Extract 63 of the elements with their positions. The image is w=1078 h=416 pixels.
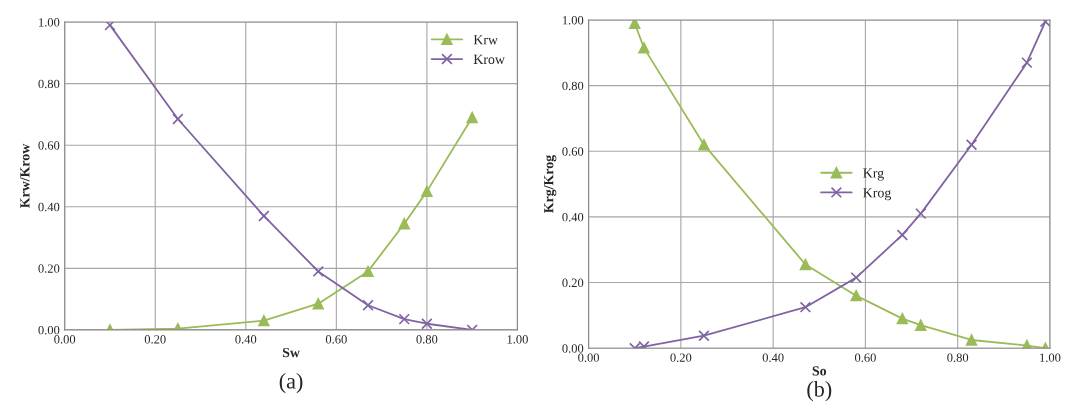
point bbox=[896, 312, 909, 325]
point bbox=[466, 111, 478, 124]
x-tick-label: 1.00 bbox=[507, 335, 528, 344]
point bbox=[965, 334, 978, 346]
x-tick-label: 0.40 bbox=[235, 335, 257, 344]
x-tick-label: 0.40 bbox=[762, 353, 784, 362]
y-tick-label: 0.40 bbox=[38, 202, 60, 212]
point bbox=[312, 298, 324, 310]
point bbox=[698, 330, 710, 342]
point bbox=[1039, 19, 1050, 28]
y-tick-label: 1.00 bbox=[562, 15, 584, 25]
y-tick-label: 0.20 bbox=[38, 264, 60, 273]
x-tick-label: 0.00 bbox=[578, 353, 600, 362]
y-tick-label: 0.20 bbox=[562, 278, 584, 288]
point bbox=[638, 42, 650, 54]
text: (b) bbox=[807, 381, 832, 402]
y-tick-label: 1.00 bbox=[39, 18, 60, 27]
y-axis-title: Krg/Krog bbox=[544, 155, 557, 214]
point bbox=[258, 314, 270, 327]
point bbox=[362, 299, 374, 311]
y-tick-label: 0.60 bbox=[562, 147, 584, 156]
legend-label: Krw bbox=[473, 35, 498, 45]
y-tick-label: 0.00 bbox=[562, 344, 584, 353]
x-axis-title: Sw bbox=[282, 347, 300, 358]
text: (a) bbox=[279, 372, 303, 394]
point bbox=[799, 258, 812, 271]
point bbox=[398, 313, 410, 325]
point bbox=[799, 301, 812, 313]
y-tick-label: 0.00 bbox=[38, 325, 60, 335]
legend-label: Krg bbox=[863, 168, 884, 181]
point bbox=[421, 185, 433, 198]
point bbox=[1021, 56, 1033, 69]
x-axis-title: So bbox=[812, 366, 827, 376]
point bbox=[850, 271, 862, 284]
x-tick-label: 1.00 bbox=[1040, 353, 1061, 362]
x-tick-label: 0.20 bbox=[144, 335, 166, 344]
point bbox=[896, 229, 909, 241]
point bbox=[965, 138, 978, 151]
point bbox=[362, 265, 374, 278]
x-tick-label: 0.80 bbox=[416, 335, 438, 344]
x-tick-label: 0.60 bbox=[325, 335, 347, 344]
point bbox=[850, 289, 862, 302]
point bbox=[172, 113, 184, 125]
point bbox=[258, 210, 270, 222]
y-axis-title: Krw/Krow bbox=[20, 143, 30, 209]
x-tick-label: 0.00 bbox=[54, 335, 76, 344]
legend-label: Krow bbox=[473, 54, 505, 65]
y-tick-label: 0.40 bbox=[562, 212, 584, 222]
x-tick-label: 0.60 bbox=[854, 353, 876, 362]
point bbox=[915, 207, 927, 220]
x-tick-label: 0.80 bbox=[947, 353, 969, 362]
y-tick-label: 0.80 bbox=[38, 79, 60, 89]
y-tick-label: 0.60 bbox=[38, 141, 60, 150]
y-tick-label: 0.80 bbox=[562, 81, 584, 91]
point bbox=[421, 318, 433, 330]
point bbox=[915, 319, 927, 331]
point bbox=[698, 138, 710, 151]
point bbox=[629, 19, 641, 29]
point bbox=[398, 217, 410, 230]
point bbox=[312, 265, 324, 278]
legend-label: Krog bbox=[863, 188, 892, 201]
point bbox=[104, 22, 116, 31]
x-tick-label: 0.20 bbox=[670, 353, 692, 362]
